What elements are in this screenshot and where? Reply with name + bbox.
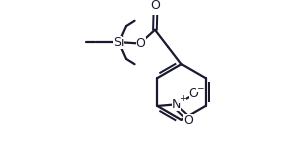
Text: −: − — [196, 83, 203, 92]
Text: O: O — [136, 37, 146, 49]
Text: O: O — [183, 114, 193, 127]
Text: N: N — [172, 98, 181, 111]
Text: O: O — [151, 0, 161, 12]
Text: +: + — [179, 93, 186, 102]
Text: Si: Si — [113, 36, 124, 49]
Text: O: O — [189, 87, 198, 100]
